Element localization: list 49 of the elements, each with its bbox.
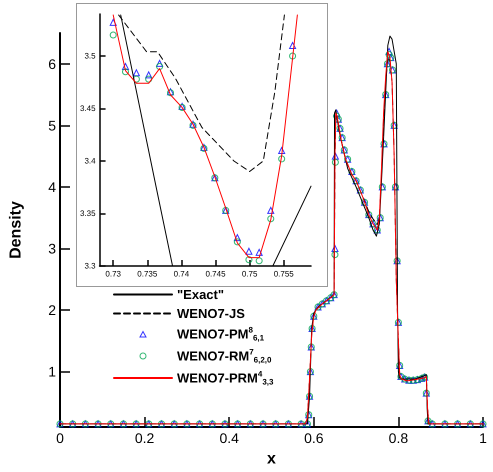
point xyxy=(267,215,274,222)
y-tick-label: 3.4 xyxy=(84,156,96,166)
x-tick-label: 0.8 xyxy=(388,430,408,446)
x-tick-label: 0.75 xyxy=(242,270,258,278)
x-tick-label: 0.745 xyxy=(206,270,226,278)
point xyxy=(132,76,140,83)
point xyxy=(122,68,129,76)
y-tick-label: 3.45 xyxy=(80,104,96,113)
point xyxy=(110,32,117,38)
legend-label: "Exact" xyxy=(177,287,224,302)
y-tick-label: 3.3 xyxy=(84,262,96,270)
point xyxy=(278,155,286,162)
x-tick-label: 0.735 xyxy=(137,270,158,278)
point xyxy=(267,206,274,214)
legend-label: WENO7-JS xyxy=(177,306,246,321)
x-tick-label: 0.73 xyxy=(105,270,122,278)
x-tick-label: 0.4 xyxy=(219,430,240,446)
point xyxy=(278,147,286,154)
x-tick-label: 1 xyxy=(479,430,488,446)
point xyxy=(256,248,263,256)
y-tick-label: 3.5 xyxy=(84,52,96,60)
y-tick-label: 1 xyxy=(48,364,56,380)
point xyxy=(289,42,296,49)
y-tick-label: 2 xyxy=(48,302,56,318)
point xyxy=(245,256,252,264)
x-tick-label: 0 xyxy=(56,430,64,446)
x-tick-label: 0.2 xyxy=(134,430,155,446)
point xyxy=(145,76,152,83)
point xyxy=(132,69,140,76)
y-tick-label: 5 xyxy=(48,117,56,134)
x-tick-label: 0.755 xyxy=(274,270,294,278)
x-axis-title: x xyxy=(267,450,276,468)
point xyxy=(256,257,263,264)
y-axis-title: Density xyxy=(8,201,24,259)
y-tick-label: 6 xyxy=(48,56,56,72)
point xyxy=(156,63,164,70)
point xyxy=(289,52,296,60)
point xyxy=(110,18,117,26)
x-tick-label: 0.6 xyxy=(304,430,324,446)
y-tick-label: 3 xyxy=(48,240,56,256)
y-tick-label: 3.35 xyxy=(80,209,96,218)
point xyxy=(234,234,241,242)
point xyxy=(122,63,129,70)
point xyxy=(245,248,252,255)
x-tick-label: 0.74 xyxy=(174,270,190,278)
point xyxy=(145,71,152,78)
y-tick-label: 4 xyxy=(48,178,56,195)
point xyxy=(156,60,164,67)
point xyxy=(234,238,241,246)
